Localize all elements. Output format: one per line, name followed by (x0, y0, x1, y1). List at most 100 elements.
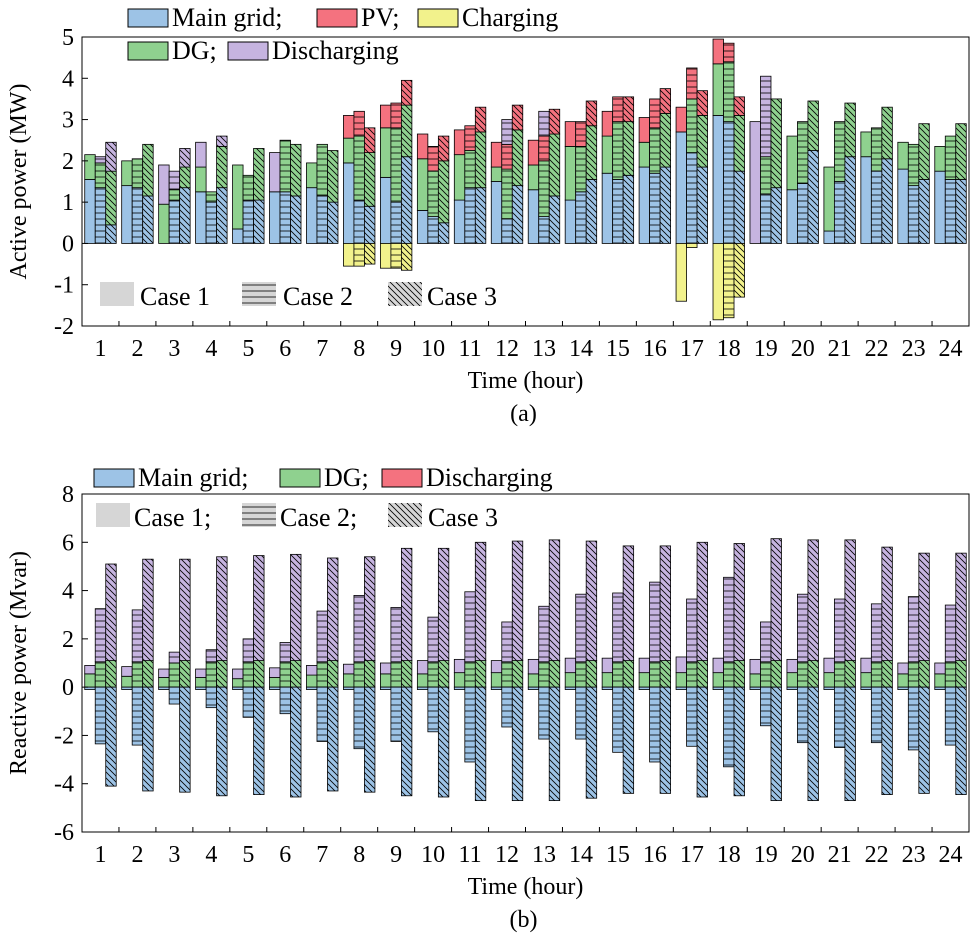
bar-a-case-1-main-grid-h6 (269, 191, 281, 244)
y-tick-label-b-2: 2 (62, 627, 74, 653)
y-tick-label-a-0: 0 (62, 231, 74, 257)
bar-hatch-b-case-3-dg-h5 (253, 660, 265, 688)
bar-hatch-b-case-3-discharging-h12 (512, 541, 523, 661)
x-tick-label-b-24: 24 (939, 842, 963, 868)
y-tick-label-b-0: 0 (62, 675, 74, 701)
bar-hatch-b-case-2-main-grid-h1 (95, 687, 106, 744)
bar-b-case-1-dg-h23 (897, 673, 909, 688)
bar-hatch-b-case-2-discharging-h9 (390, 607, 402, 662)
bar-b-case-1-discharging-h20 (786, 658, 798, 674)
x-tick-label-a-14: 14 (569, 336, 593, 362)
bar-hatch-a-case-2-dg-h14 (575, 146, 587, 192)
bar-hatch-b-case-3-main-grid-h11 (475, 687, 486, 801)
bar-a-case-1-dg-h15 (601, 135, 614, 174)
bar-hatch-b-case-2-main-grid-h16 (649, 687, 661, 762)
bar-hatch-a-case-2-pv-h16 (649, 98, 661, 128)
y-tick-label-a-1: 1 (62, 190, 74, 216)
bar-hatch-a-case-2-main-grid-h6 (280, 191, 291, 244)
x-tick-label-b-19: 19 (754, 842, 778, 868)
bar-hatch-a-case-2-main-grid-h14 (575, 191, 587, 244)
bar-hatch-b-case-2-dg-h14 (575, 661, 587, 688)
x-tick-label-b-12: 12 (495, 842, 519, 868)
x-tick-label-b-6: 6 (279, 842, 291, 868)
bar-hatch-a-case-3-main-grid-h5 (253, 200, 265, 244)
bar-b-case-1-main-grid-h22 (860, 686, 872, 690)
bar-b-case-1-dg-h17 (675, 672, 687, 688)
x-tick-label-a-9: 9 (390, 336, 402, 362)
bar-hatch-a-case-2-main-grid-h2 (132, 187, 143, 244)
bar-hatch-b-case-2-main-grid-h10 (427, 687, 439, 732)
bar-hatch-a-case-3-pv-h13 (549, 109, 560, 135)
bar-hatch-b-case-3-dg-h1 (105, 660, 117, 688)
bar-b-case-1-discharging-h15 (601, 657, 614, 674)
bar-b-case-1-discharging-h8 (343, 663, 355, 675)
bar-hatch-a-case-2-main-grid-h7 (316, 195, 328, 244)
bar-b-case-1-main-grid-h8 (343, 686, 355, 690)
bar-hatch-b-case-3-dg-h22 (881, 660, 893, 688)
bar-a-case-1-pv-h14 (564, 121, 577, 147)
bar-a-case-1-charging-h9 (379, 243, 392, 269)
case-legend-hatch-b-case-3 (388, 503, 422, 527)
bar-hatch-a-case-3-main-grid-h13 (549, 195, 560, 244)
y-tick-label-a-2: 2 (62, 149, 74, 175)
bar-hatch-b-case-3-main-grid-h4 (216, 687, 228, 796)
bar-hatch-b-case-2-discharging-h4 (206, 649, 217, 662)
bar-hatch-b-case-3-discharging-h20 (807, 539, 819, 661)
bar-hatch-a-case-3-dg-h15 (623, 121, 634, 176)
bar-hatch-a-case-3-main-grid-h1 (105, 224, 117, 244)
bar-a-case-1-discharging-h4 (195, 141, 207, 168)
bar-hatch-a-case-2-main-grid-h22 (871, 171, 882, 244)
bar-a-case-1-main-grid-h12 (490, 181, 503, 244)
bar-hatch-a-case-3-main-grid-h12 (512, 185, 523, 244)
bar-hatch-b-case-3-dg-h23 (918, 660, 930, 688)
bar-a-case-1-pv-h13 (527, 139, 540, 166)
bar-b-case-1-main-grid-h16 (638, 686, 651, 690)
bar-hatch-b-case-3-main-grid-h3 (179, 687, 191, 793)
bar-hatch-b-case-2-discharging-h22 (871, 603, 882, 662)
bar-hatch-a-case-3-main-grid-h23 (918, 179, 930, 244)
bar-hatch-a-case-2-dg-h9 (390, 127, 402, 203)
bar-b-case-1-main-grid-h17 (675, 686, 687, 690)
bar-hatch-b-case-3-main-grid-h16 (660, 687, 671, 794)
bar-hatch-a-case-2-dg-h10 (427, 171, 439, 217)
x-tick-label-b-16: 16 (643, 842, 667, 868)
bar-hatch-a-case-3-main-grid-h10 (438, 222, 449, 244)
bar-hatch-b-case-3-main-grid-h9 (401, 687, 412, 796)
bar-hatch-a-case-2-main-grid-h1 (95, 187, 106, 244)
bar-a-case-1-dg-h23 (897, 141, 909, 170)
y-axis-label-a: Active power (MW) (6, 84, 32, 280)
bar-hatch-b-case-2-discharging-h6 (280, 642, 291, 662)
bar-hatch-a-case-2-main-grid-h13 (538, 216, 550, 244)
case-legend-label-a-case-3: Case 3 (427, 282, 497, 311)
bar-b-case-1-main-grid-h19 (749, 686, 761, 690)
x-tick-label-b-11: 11 (459, 842, 482, 868)
legend-label-a-discharging: Discharging (272, 36, 399, 65)
bar-a-case-1-pv-h10 (416, 133, 429, 160)
bar-hatch-b-case-3-discharging-h19 (770, 538, 782, 661)
bar-b-case-1-discharging-h22 (860, 657, 872, 674)
bar-hatch-b-case-2-discharging-h11 (464, 591, 476, 662)
bar-b-case-1-main-grid-h18 (712, 686, 724, 690)
bar-hatch-b-case-3-dg-h3 (179, 660, 191, 688)
bar-hatch-a-case-3-main-grid-h11 (475, 187, 486, 244)
x-tick-label-b-2: 2 (131, 842, 143, 868)
bar-hatch-b-case-2-dg-h12 (501, 661, 513, 688)
bar-hatch-a-case-2-pv-h13 (538, 136, 550, 161)
bar-b-case-1-discharging-h4 (195, 668, 207, 678)
bar-b-case-1-dg-h22 (860, 672, 872, 688)
legend-swatch-b-dg (279, 468, 321, 488)
bar-hatch-b-case-3-dg-h4 (216, 660, 228, 688)
x-tick-label-b-10: 10 (421, 842, 445, 868)
bar-hatch-a-case-2-dg-h12 (501, 169, 513, 219)
bar-hatch-a-case-3-dg-h2 (142, 144, 154, 196)
bar-a-case-1-pv-h17 (675, 106, 687, 133)
bar-hatch-a-case-2-dg-h4 (206, 191, 217, 203)
bar-hatch-b-case-3-discharging-h7 (327, 557, 338, 661)
x-tick-label-b-18: 18 (717, 842, 741, 868)
bar-b-case-1-discharging-h14 (564, 657, 577, 674)
bar-a-case-1-main-grid-h18 (712, 115, 724, 244)
bar-hatch-b-case-3-main-grid-h1 (105, 687, 117, 787)
x-tick-label-b-17: 17 (680, 842, 704, 868)
case-legend-label-a-case-1: Case 1 (140, 282, 210, 311)
bar-b-case-1-dg-h14 (564, 672, 577, 688)
